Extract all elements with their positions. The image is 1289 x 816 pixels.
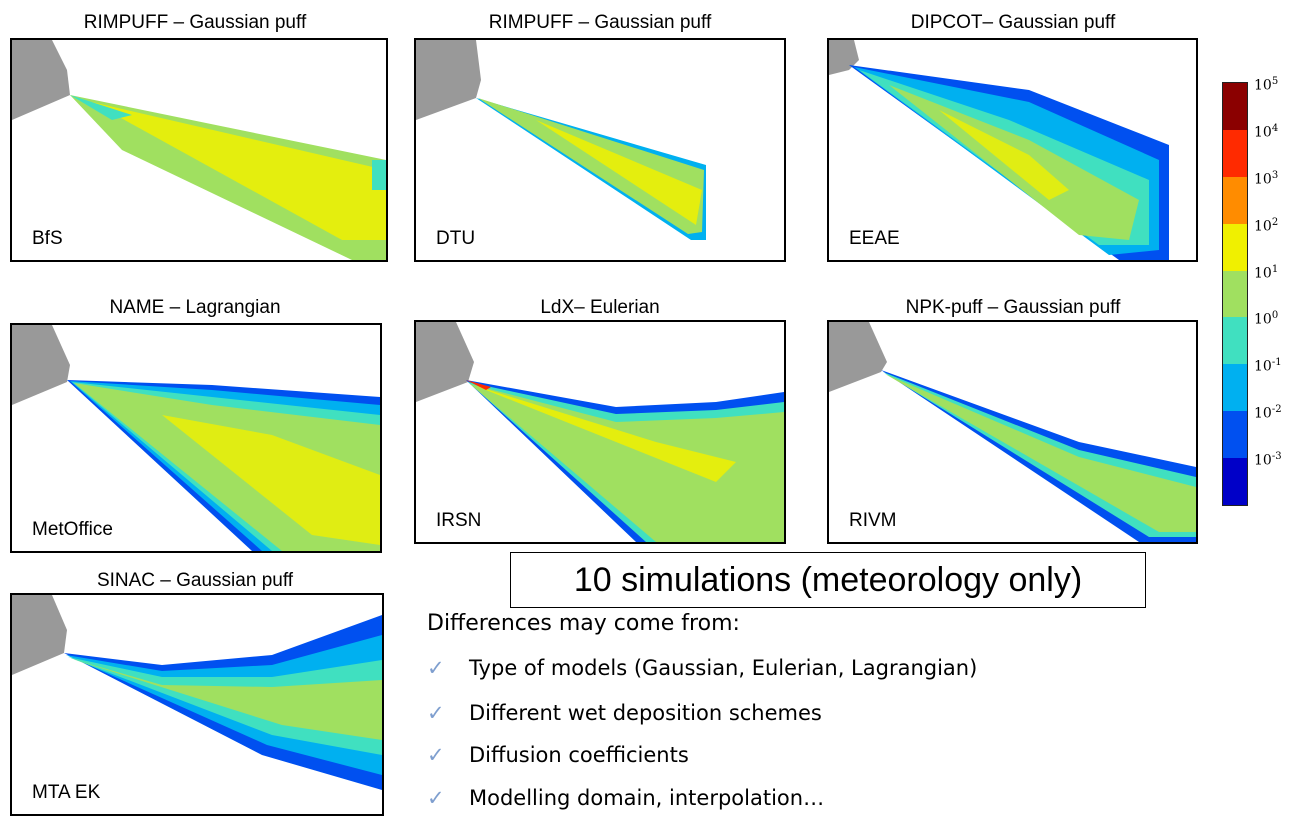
panel-label: MTA EK bbox=[32, 782, 101, 803]
panel-label: EEAE bbox=[849, 228, 900, 249]
panel-label: MetOffice bbox=[32, 519, 113, 540]
colorbar-segment bbox=[1223, 176, 1247, 225]
map-panel-bfs: BfS bbox=[10, 38, 388, 262]
colorbar-tick-label: 10-1 bbox=[1254, 357, 1282, 375]
panel-title: NPK-puff – Gaussian puff bbox=[905, 297, 1121, 318]
panel-label: DTU bbox=[436, 228, 476, 249]
colorbar-tick-label: 105 bbox=[1254, 76, 1279, 94]
colorbar-tick-label: 102 bbox=[1254, 216, 1279, 235]
colorbar-tick-label: 10-2 bbox=[1254, 404, 1282, 422]
colorbar-tick-label: 103 bbox=[1254, 169, 1279, 188]
colorbar-tick-label: 10-3 bbox=[1254, 451, 1282, 469]
bullet-text: Modelling domain, interpolation… bbox=[469, 786, 825, 810]
check-icon: ✓ bbox=[427, 743, 445, 767]
check-icon: ✓ bbox=[427, 701, 445, 725]
colorbar-segment bbox=[1223, 458, 1247, 506]
panel-title: RIMPUFF – Gaussian puff bbox=[488, 12, 712, 33]
panel-label: IRSN bbox=[436, 510, 482, 531]
bullet-item: ✓ Different wet deposition schemes bbox=[427, 701, 822, 725]
panel-label: RIVM bbox=[849, 510, 897, 531]
check-icon: ✓ bbox=[427, 786, 445, 810]
colorbar-segment bbox=[1223, 83, 1247, 131]
colorbar-segment bbox=[1223, 270, 1247, 318]
colorbar-segment bbox=[1223, 129, 1247, 178]
panel-label: BfS bbox=[32, 228, 63, 249]
map-panel-irsn: IRSN bbox=[414, 320, 786, 544]
headline: 10 simulations (meteorology only) bbox=[510, 552, 1146, 608]
panel-title: LdX– Eulerian bbox=[540, 297, 660, 318]
bullet-text: Different wet deposition schemes bbox=[469, 701, 822, 725]
colorbar-tick-label: 104 bbox=[1254, 122, 1279, 141]
colorbar-segment bbox=[1223, 411, 1247, 459]
bullet-item: ✓ Type of models (Gaussian, Eulerian, Lag… bbox=[427, 656, 977, 680]
colorbar-segment bbox=[1223, 364, 1247, 412]
panel-title: NAME – Lagrangian bbox=[109, 297, 281, 318]
check-icon: ✓ bbox=[427, 656, 445, 680]
intro-text: Differences may come from: bbox=[427, 611, 740, 636]
panel-title: DIPCOT– Gaussian puff bbox=[910, 12, 1116, 33]
bullet-text: Diffusion coefficients bbox=[469, 743, 689, 767]
bullet-item: ✓ Modelling domain, interpolation… bbox=[427, 786, 824, 810]
colorbar bbox=[1222, 82, 1248, 506]
panel-title: SINAC – Gaussian puff bbox=[96, 570, 294, 591]
colorbar-tick-label: 101 bbox=[1254, 263, 1279, 282]
map-panel-metoffice: MetOffice bbox=[10, 323, 382, 553]
colorbar-segment bbox=[1223, 223, 1247, 272]
map-panel-eeae: EEAE bbox=[827, 38, 1198, 262]
bullet-item: ✓ Diffusion coefficients bbox=[427, 743, 689, 767]
panel-title: RIMPUFF – Gaussian puff bbox=[83, 12, 307, 33]
colorbar-segment bbox=[1223, 317, 1247, 365]
map-panel-dtu: DTU bbox=[414, 38, 786, 262]
colorbar-tick-label: 100 bbox=[1254, 310, 1279, 329]
map-panel-mta-ek: MTA EK bbox=[10, 593, 384, 816]
map-panel-rivm: RIVM bbox=[827, 320, 1198, 544]
bullet-text: Type of models (Gaussian, Eulerian, Lagr… bbox=[469, 656, 978, 680]
